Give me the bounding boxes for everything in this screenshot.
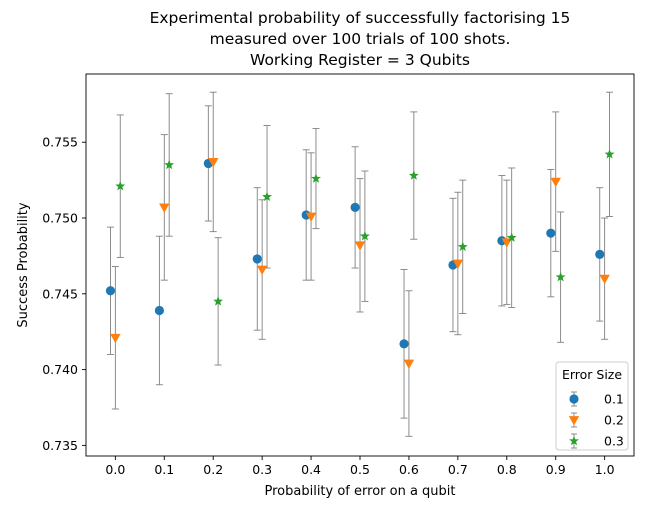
data-point-0.2 [403,359,415,369]
legend: Error Size 0.1 0.2 0.3 [555,361,629,451]
legend-box [555,361,629,451]
data-point-0.1 [154,305,164,316]
data-point-0.2 [550,177,561,188]
data-point-0.1 [252,254,262,264]
data-point-0.3 [262,191,272,201]
legend-label-0.2: 0.2 [604,413,624,428]
x-tick-label: 0.4 [301,462,321,477]
y-tick-label: 0.745 [42,286,78,301]
data-point-0.3 [604,149,615,159]
x-axis-label: Probability of error on a qubit [265,484,456,499]
error-bars [106,91,614,437]
data-point-0.3 [506,232,517,242]
legend-marker-0.3 [569,435,579,446]
y-axis-label: Success Probability [16,202,31,327]
chart-title-line-1: Experimental probability of successfully… [150,9,571,27]
data-point-0.3 [408,170,419,180]
data-point-0.2 [452,259,464,269]
x-tick-label: 0.7 [448,462,468,477]
data-point-0.2 [305,212,317,222]
y-tick-label: 0.750 [42,211,78,226]
x-axis-ticks: 0.0 0.1 0.2 0.3 0.4 0.5 0.6 0.7 0.8 0.9 1.0 [105,456,615,477]
x-tick-label: 0.2 [203,462,223,477]
legend-title: Error Size [562,367,622,382]
x-tick-label: 0.0 [105,462,125,477]
x-tick-label: 0.5 [350,462,370,477]
y-axis-ticks: 0.735 0.740 0.745 0.750 0.755 [42,135,86,453]
legend-marker-0.2 [568,416,580,426]
x-tick-label: 0.8 [497,462,517,477]
chart-title-line-2: measured over 100 trials of 100 shots. [210,30,511,48]
data-point-0.3 [555,271,566,282]
data-point-0.3 [359,231,370,241]
data-point-0.1 [595,249,605,259]
x-tick-label: 0.6 [399,462,419,477]
x-tick-label: 0.9 [546,462,566,477]
legend-label-0.1: 0.1 [604,392,624,407]
data-point-0.2 [208,158,219,168]
data-markers [105,149,615,369]
x-tick-label: 1.0 [595,462,615,477]
y-tick-label: 0.740 [42,362,78,377]
data-point-0.2 [110,333,121,344]
data-point-0.3 [213,296,224,306]
data-point-0.3 [457,241,468,252]
chart-title-line-3: Working Register = 3 Qubits [250,51,470,69]
data-point-0.3 [115,180,126,191]
data-point-0.2 [354,241,366,251]
y-tick-label: 0.735 [42,438,78,453]
data-point-0.3 [311,173,321,183]
data-point-0.2 [599,274,610,285]
data-point-0.1 [350,202,360,212]
data-point-0.1 [546,228,556,238]
x-tick-label: 0.3 [252,462,272,477]
legend-marker-0.1 [569,394,579,404]
data-point-0.2 [159,203,170,213]
x-tick-label: 0.1 [154,462,174,477]
y-tick-label: 0.755 [42,135,78,150]
data-point-0.2 [256,265,268,276]
data-point-0.1 [105,286,116,296]
data-point-0.3 [164,159,175,170]
data-point-0.1 [399,339,409,349]
chart-title: Experimental probability of successfully… [150,9,571,69]
legend-label-0.3: 0.3 [604,434,624,449]
